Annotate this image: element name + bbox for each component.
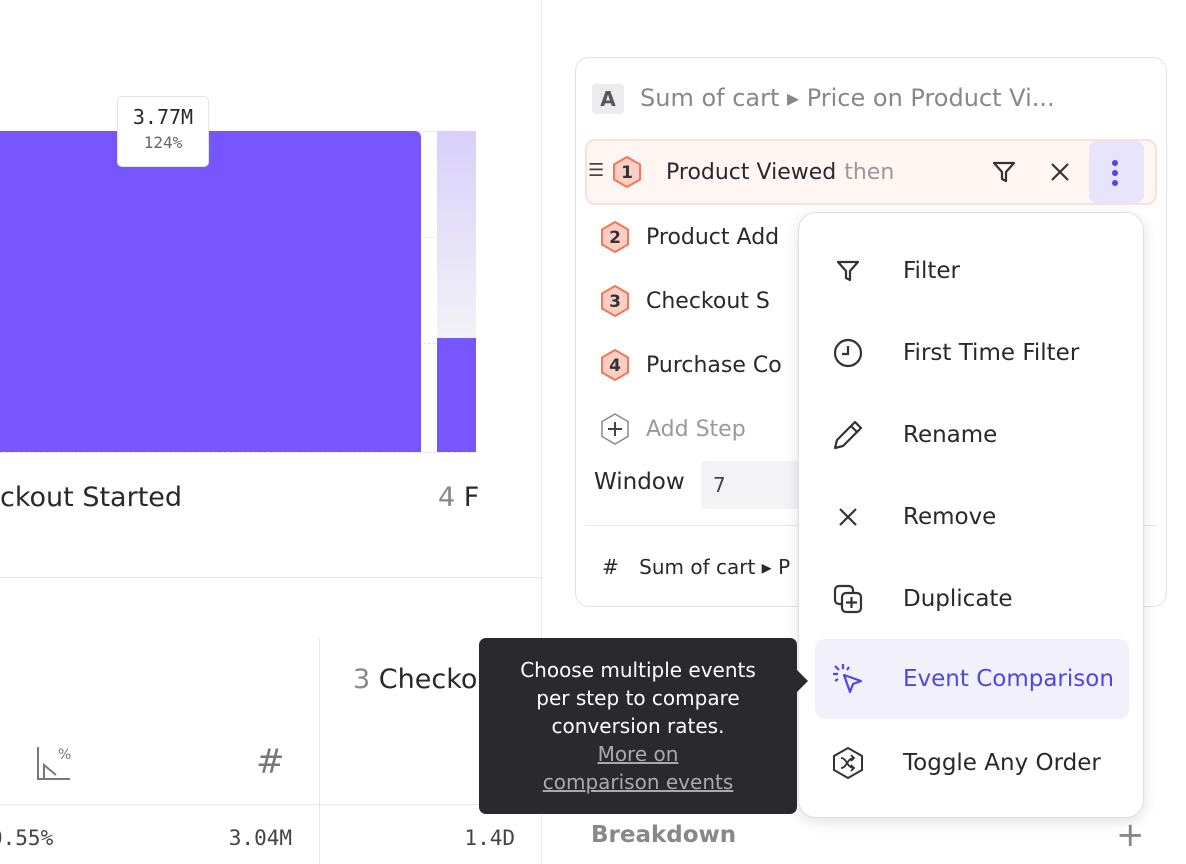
svg-text:%: %	[58, 747, 71, 763]
step-1-badge: 1	[613, 155, 641, 189]
menu-item-filter[interactable]: Filter	[815, 231, 1129, 311]
step-2-label[interactable]: Product Add	[646, 224, 780, 250]
add-step-label: Add Step	[646, 416, 746, 442]
menu-item-label: Toggle Any Order	[903, 750, 1101, 776]
query-title-event: Price on Product Vi...	[806, 84, 1055, 112]
step-3-badge: 3	[601, 284, 629, 318]
filter-icon	[836, 260, 860, 282]
menu-item-label: Filter	[903, 258, 960, 284]
conversion-rate-icon: %	[37, 747, 71, 780]
column-step-label: Checko	[378, 664, 478, 695]
menu-item-label: Remove	[903, 504, 997, 530]
metric-property: Sum of cart	[639, 555, 756, 579]
metric-event: P	[778, 555, 791, 579]
bar-percent: 124%	[143, 133, 183, 152]
menu-item-label: Event Comparison	[903, 666, 1114, 692]
menu-item-label: Duplicate	[903, 586, 1013, 612]
shuffle-icon	[833, 746, 863, 780]
step-4-number: 4	[438, 482, 456, 513]
bar-step-4[interactable]	[437, 338, 476, 452]
cell-count: 3.04M	[228, 826, 292, 850]
window-label: Window	[594, 469, 685, 495]
step-more-button[interactable]	[1089, 141, 1144, 203]
pencil-icon	[833, 420, 863, 450]
add-breakdown-icon[interactable]: +	[1116, 815, 1145, 855]
add-step-button[interactable]: Add Step	[600, 412, 746, 446]
menu-item-label: Rename	[903, 422, 998, 448]
panel-divider	[541, 0, 542, 864]
cursor-click-icon	[833, 664, 863, 694]
duplicate-icon	[833, 584, 863, 614]
menu-item-first-time-filter[interactable]: First Time Filter	[815, 313, 1129, 393]
query-title[interactable]: Sum of cart ▸ Price on Product Vi...	[640, 84, 1055, 112]
step-1-suffix: then	[844, 159, 895, 185]
cell-conversion: 0.55%	[0, 826, 54, 850]
step-1-label[interactable]: Product Viewed	[666, 159, 837, 185]
bar-step-3[interactable]	[0, 131, 421, 452]
query-badge: A	[592, 84, 624, 114]
drag-handle-icon[interactable]: ☰	[588, 160, 605, 181]
svg-text:4: 4	[609, 356, 621, 376]
clock-icon	[833, 338, 863, 368]
menu-item-duplicate[interactable]: Duplicate	[815, 559, 1129, 639]
svg-text:1: 1	[621, 163, 633, 183]
more-vertical-icon	[1112, 160, 1118, 186]
step-2-badge: 2	[601, 220, 629, 254]
menu-item-remove[interactable]: Remove	[815, 477, 1129, 557]
step-3-label[interactable]: Checkout S	[646, 288, 770, 314]
step-3-axis-label: ckout Started	[0, 482, 183, 513]
count-icon: #	[256, 742, 285, 782]
menu-item-event-comparison[interactable]: Event Comparison	[815, 639, 1129, 719]
add-icon	[601, 413, 629, 445]
breakdown-label: Breakdown	[591, 822, 737, 848]
menu-item-label: First Time Filter	[903, 340, 1080, 366]
tooltip-text: Choose multiple events per step to compa…	[520, 658, 756, 738]
cell-time: 1.4D	[464, 826, 515, 850]
query-title-property: Sum of cart	[640, 84, 780, 112]
row-divider	[0, 804, 541, 805]
bar-value: 3.77M	[132, 105, 194, 129]
hash-icon: #	[602, 555, 619, 579]
metric-selector[interactable]: # Sum of cart ▸ P	[602, 555, 791, 579]
tooltip-link[interactable]: More on comparison events	[542, 742, 734, 794]
window-input[interactable]: 7	[701, 461, 801, 509]
menu-item-toggle-any-order[interactable]: Toggle Any Order	[815, 723, 1129, 803]
step-remove-icon[interactable]	[1049, 161, 1071, 183]
gridline	[0, 452, 476, 453]
step-options-menu: Filter First Time Filter Rename Remove D…	[798, 212, 1144, 818]
tooltip-arrow	[797, 670, 808, 692]
x-icon	[839, 508, 857, 526]
step-filter-icon[interactable]	[991, 159, 1017, 185]
divider	[0, 577, 541, 578]
column-divider	[319, 638, 320, 864]
bar-step-4-dropoff[interactable]	[437, 131, 476, 338]
svg-text:2: 2	[609, 228, 621, 248]
step-row-1[interactable]	[585, 139, 1157, 205]
bar-value-label: 3.77M 124%	[117, 96, 209, 167]
menu-item-rename[interactable]: Rename	[815, 395, 1129, 475]
step-4-label[interactable]: Purchase Co	[646, 352, 782, 378]
event-comparison-tooltip: Choose multiple events per step to compa…	[479, 638, 797, 814]
column-step-number: 3	[353, 664, 371, 695]
step-4-axis-label: F	[463, 482, 478, 513]
step-4-badge: 4	[601, 348, 629, 382]
svg-text:3: 3	[609, 292, 621, 312]
